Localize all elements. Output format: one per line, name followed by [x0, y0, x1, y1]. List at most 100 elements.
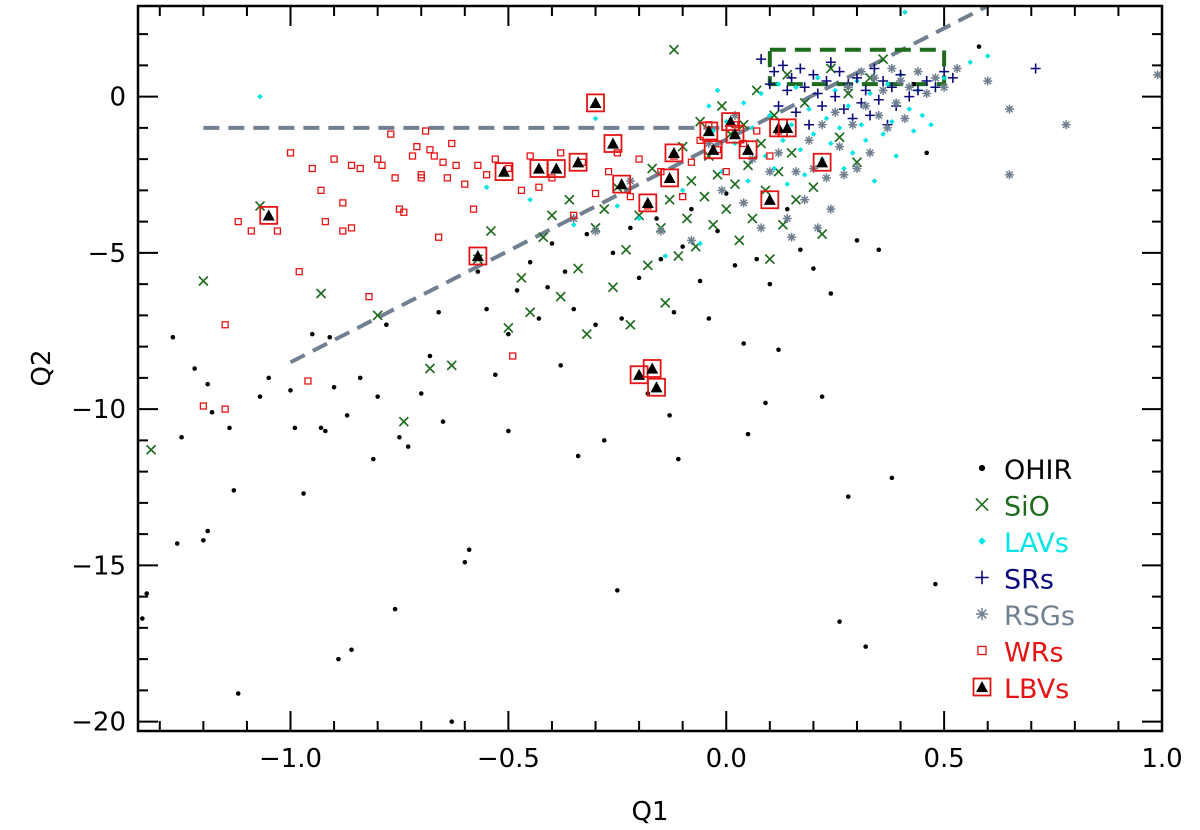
point-srs	[838, 104, 849, 115]
point-lavs	[941, 75, 947, 81]
point-ohir	[235, 691, 241, 696]
point-ohir	[231, 488, 237, 493]
point-rsgs	[826, 204, 836, 214]
point-lbvs	[642, 359, 662, 378]
point-ohir	[392, 606, 398, 612]
point-lavs	[867, 90, 873, 97]
point-srs	[764, 79, 775, 90]
point-rsgs	[983, 76, 993, 86]
point-lbvs	[738, 140, 758, 160]
point-sio	[503, 322, 514, 333]
point-lavs	[828, 140, 834, 147]
series-lavs	[257, 9, 991, 259]
point-ohir	[475, 269, 481, 274]
point-sio	[599, 204, 610, 215]
point-rsgs	[887, 64, 897, 73]
point-rsgs	[848, 120, 858, 130]
point-rsgs	[686, 235, 696, 245]
point-rsgs	[787, 232, 797, 242]
point-sio	[634, 210, 645, 221]
point-sio	[764, 254, 775, 265]
point-srs	[886, 82, 897, 93]
x-tick-label: 0.5	[923, 744, 964, 774]
point-ohir	[845, 494, 851, 499]
point-lavs	[527, 196, 533, 203]
point-rsgs	[656, 226, 666, 236]
point-srs	[821, 76, 832, 86]
point-sio	[716, 100, 727, 112]
point-ohir	[506, 428, 511, 434]
point-srs	[808, 69, 819, 80]
point-lavs	[832, 87, 838, 94]
point-ohir	[227, 425, 232, 431]
x-tick-label: 0.0	[706, 744, 747, 774]
point-wrs	[387, 130, 395, 138]
point-rsgs	[869, 73, 879, 83]
point-lavs	[849, 150, 856, 156]
point-wrs	[635, 155, 643, 163]
point-ohir	[654, 216, 659, 221]
point-lavs	[858, 121, 865, 128]
point-sio	[834, 132, 845, 143]
point-ohir	[584, 231, 590, 237]
point-wrs	[469, 205, 478, 213]
point-ohir	[706, 316, 712, 321]
point-lavs	[906, 106, 913, 112]
point-wrs	[526, 152, 534, 160]
point-ohir	[593, 322, 598, 328]
y-tick-label: −10	[71, 395, 126, 425]
point-ohir	[331, 384, 337, 390]
point-srs	[834, 66, 845, 77]
point-sio	[516, 272, 527, 283]
point-lavs	[902, 9, 908, 16]
annotations	[203, 4, 989, 365]
point-rsgs	[800, 195, 810, 205]
point-srs	[769, 66, 780, 77]
point-lavs	[823, 115, 830, 122]
point-srs	[930, 82, 941, 93]
legend-marker-sio	[975, 497, 989, 512]
point-srs	[947, 72, 958, 83]
point-sio	[756, 138, 767, 149]
point-wrs	[591, 189, 600, 198]
point-wrs	[347, 161, 356, 170]
point-lavs	[788, 121, 795, 128]
point-lavs	[797, 146, 804, 153]
x-tick-label: −1.0	[259, 744, 322, 774]
legend-marker-ohir	[978, 464, 986, 472]
point-ohir	[466, 547, 472, 553]
point-lavs	[570, 221, 577, 228]
legend-marker-wrs	[977, 645, 987, 656]
point-wrs	[452, 161, 460, 170]
point-sio	[686, 175, 697, 187]
point-lbvs	[468, 246, 488, 266]
point-ohir	[205, 381, 211, 387]
point-lavs	[771, 165, 777, 172]
point-rsgs	[913, 67, 923, 77]
point-ohir	[819, 394, 825, 399]
point-wrs	[766, 152, 774, 160]
plot-frame	[136, 4, 1164, 733]
point-ohir	[619, 316, 624, 321]
point-wrs	[557, 149, 565, 157]
point-wrs	[273, 227, 282, 235]
point-rsgs	[865, 148, 875, 158]
point-rsgs	[739, 198, 749, 208]
point-lavs	[780, 137, 786, 144]
point-wrs	[753, 127, 761, 135]
point-lavs	[836, 125, 843, 131]
point-wrs	[308, 164, 316, 173]
point-lavs	[257, 93, 263, 100]
point-srs	[1030, 63, 1041, 74]
point-lavs	[784, 181, 791, 187]
point-wrs	[339, 199, 347, 207]
legend-label-lavs: LAVs	[1004, 528, 1069, 559]
point-wrs	[474, 161, 482, 170]
point-wrs	[295, 267, 303, 276]
point-ohir	[745, 431, 751, 437]
point-sio	[799, 97, 810, 108]
point-sio	[786, 147, 797, 158]
point-srs	[790, 107, 801, 118]
point-lavs	[967, 59, 974, 66]
